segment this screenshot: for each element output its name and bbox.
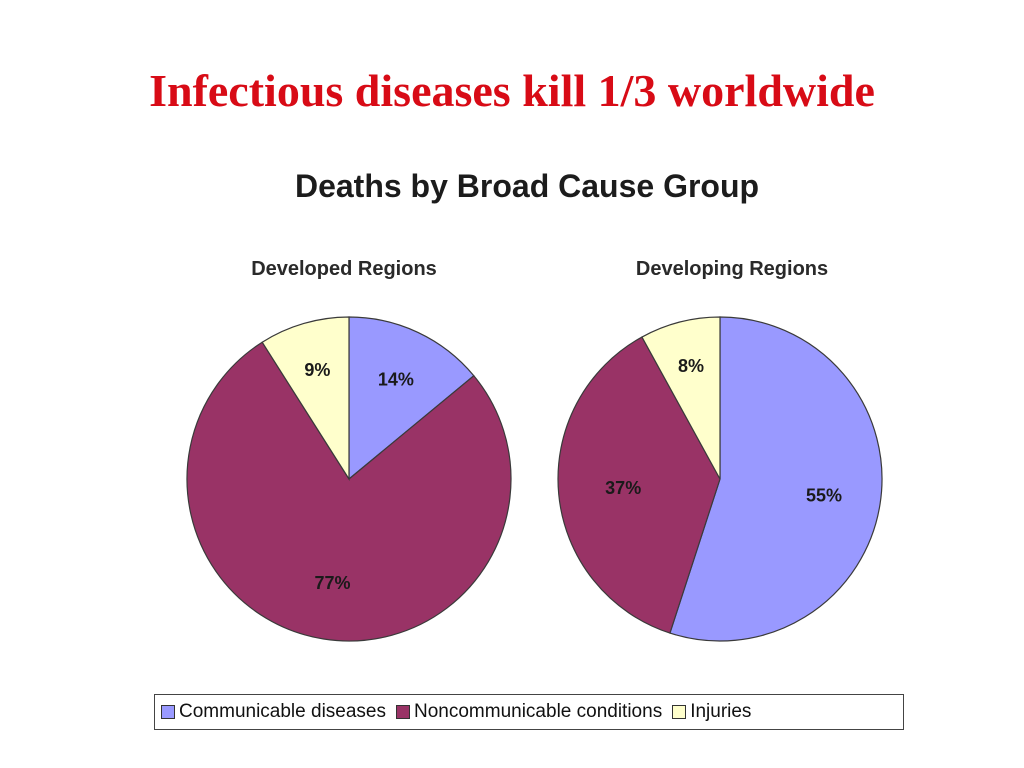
developing-slice-communicable <box>669 316 883 642</box>
legend-swatch-injuries <box>672 705 687 719</box>
developed-slice-injuries <box>261 316 350 482</box>
legend-swatch-communicable <box>161 705 175 719</box>
legend-label-noncommunicable: Noncommunicable conditions <box>414 701 663 722</box>
developing-slice-injuries <box>641 316 721 480</box>
developed-slice-noncommunicable <box>186 341 512 642</box>
developed-label-noncommunicable: 77% <box>314 573 350 593</box>
chart-title: Deaths by Broad Cause Group <box>294 168 760 204</box>
slide-title: Infectious diseases kill 1/3 worldwide <box>149 65 875 116</box>
developing-regions-title: Developing Regions <box>635 258 829 280</box>
developed-slice-communicable <box>348 316 475 481</box>
developed-label-communicable: 14% <box>378 369 414 389</box>
legend-swatch-noncommunicable <box>396 705 410 719</box>
legend-label-communicable: Communicable diseases <box>179 701 386 722</box>
developed-regions-title: Developed Regions <box>251 258 437 280</box>
legend-item-communicable: Communicable diseases <box>161 701 386 723</box>
legend-label-injuries: Injuries <box>690 701 752 722</box>
developed-label-injuries: 9% <box>304 360 330 380</box>
legend-item-injuries: Injuries <box>672 701 751 723</box>
chart-legend: Communicable diseases Noncommunicable co… <box>154 694 904 730</box>
developing-label-communicable: 55% <box>806 486 842 506</box>
developing-label-noncommunicable: 37% <box>605 478 641 498</box>
legend-item-noncommunicable: Noncommunicable conditions <box>396 701 662 723</box>
developing-label-injuries: 8% <box>678 356 704 376</box>
developing-slice-noncommunicable <box>557 336 721 634</box>
